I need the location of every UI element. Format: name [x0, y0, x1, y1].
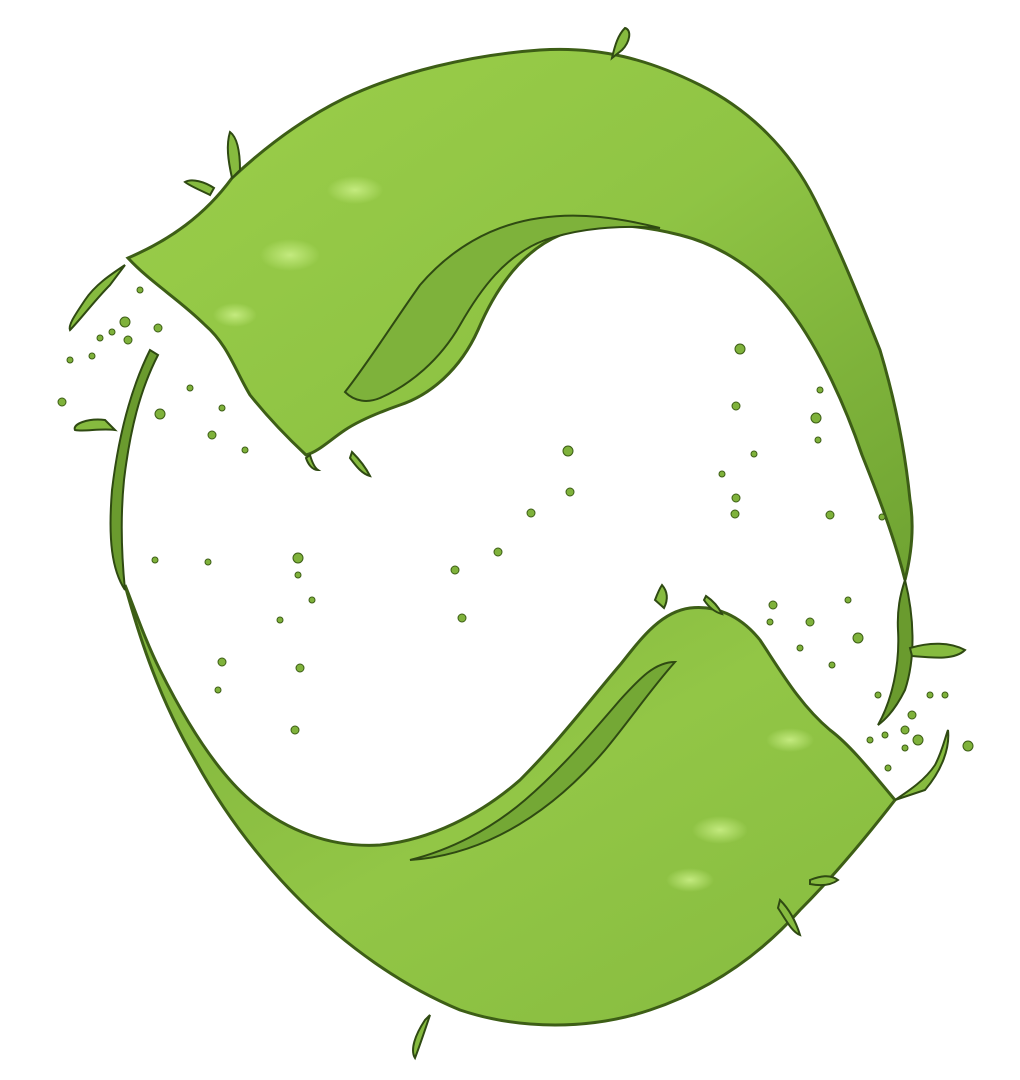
droplet — [805, 617, 815, 627]
tendril — [908, 642, 967, 659]
droplet — [96, 334, 104, 342]
droplet — [941, 691, 949, 699]
droplet — [204, 558, 212, 566]
tendril — [610, 26, 631, 61]
droplet — [912, 734, 924, 746]
droplet — [926, 691, 934, 699]
droplet — [153, 323, 163, 333]
droplet — [186, 384, 194, 392]
droplet — [884, 764, 892, 772]
droplet — [750, 450, 758, 458]
highlight-spot — [766, 728, 814, 752]
droplet — [734, 343, 746, 355]
lower-splash-band — [123, 584, 897, 1027]
droplets-group — [57, 286, 974, 772]
upper-splash-band — [125, 47, 914, 581]
droplet — [57, 397, 67, 407]
droplet — [308, 596, 316, 604]
droplet — [151, 556, 159, 564]
droplet — [218, 404, 226, 412]
lower-inner-fold — [409, 660, 678, 861]
droplet — [878, 513, 886, 521]
droplet — [718, 470, 726, 478]
tendril — [653, 583, 668, 610]
tendril — [68, 264, 126, 332]
droplet — [766, 618, 774, 626]
droplet — [565, 487, 575, 497]
highlight-spot — [666, 868, 714, 892]
droplet — [154, 408, 166, 420]
droplet — [526, 508, 536, 518]
tendril — [776, 898, 802, 937]
left-ribbon — [109, 348, 160, 591]
tendril — [73, 418, 118, 432]
droplet — [457, 613, 467, 623]
droplet — [493, 547, 503, 557]
highlight-spot — [260, 239, 320, 271]
right-ribbon — [877, 576, 914, 726]
droplet — [108, 328, 116, 336]
droplet — [907, 710, 917, 720]
droplet — [816, 386, 824, 394]
droplet — [881, 731, 889, 739]
droplet — [768, 600, 778, 610]
droplet — [88, 352, 96, 360]
droplet — [276, 616, 284, 624]
highlight-spot — [692, 816, 748, 844]
droplet — [292, 552, 304, 564]
highlight-spot — [213, 303, 257, 327]
droplet — [828, 661, 836, 669]
highlight-spot — [327, 176, 383, 204]
tendril — [809, 875, 840, 887]
droplet — [295, 663, 305, 673]
tendril — [304, 453, 322, 472]
droplet — [207, 430, 217, 440]
tendril — [702, 594, 724, 616]
tendril — [226, 130, 242, 180]
droplet — [852, 632, 864, 644]
droplet — [866, 736, 874, 744]
tendril — [183, 179, 216, 197]
droplet — [814, 436, 822, 444]
droplet — [123, 335, 133, 345]
droplet — [450, 565, 460, 575]
tendril — [412, 1014, 431, 1061]
tendril — [894, 729, 950, 801]
droplet — [844, 596, 852, 604]
droplet — [217, 657, 227, 667]
droplet — [825, 510, 835, 520]
droplet — [294, 571, 302, 579]
droplet — [214, 686, 222, 694]
droplet — [796, 644, 804, 652]
droplet — [562, 445, 574, 457]
droplet — [290, 725, 300, 735]
droplet — [962, 740, 974, 752]
upper-inner-fold — [343, 214, 661, 402]
droplet — [810, 412, 822, 424]
droplet — [731, 493, 741, 503]
droplet — [136, 286, 144, 294]
droplet — [730, 509, 740, 519]
droplet — [901, 744, 909, 752]
droplet — [900, 725, 910, 735]
tendril — [348, 450, 372, 478]
droplet — [874, 691, 882, 699]
droplet — [241, 446, 249, 454]
droplet — [731, 401, 741, 411]
droplet — [66, 356, 74, 364]
droplet — [119, 316, 131, 328]
